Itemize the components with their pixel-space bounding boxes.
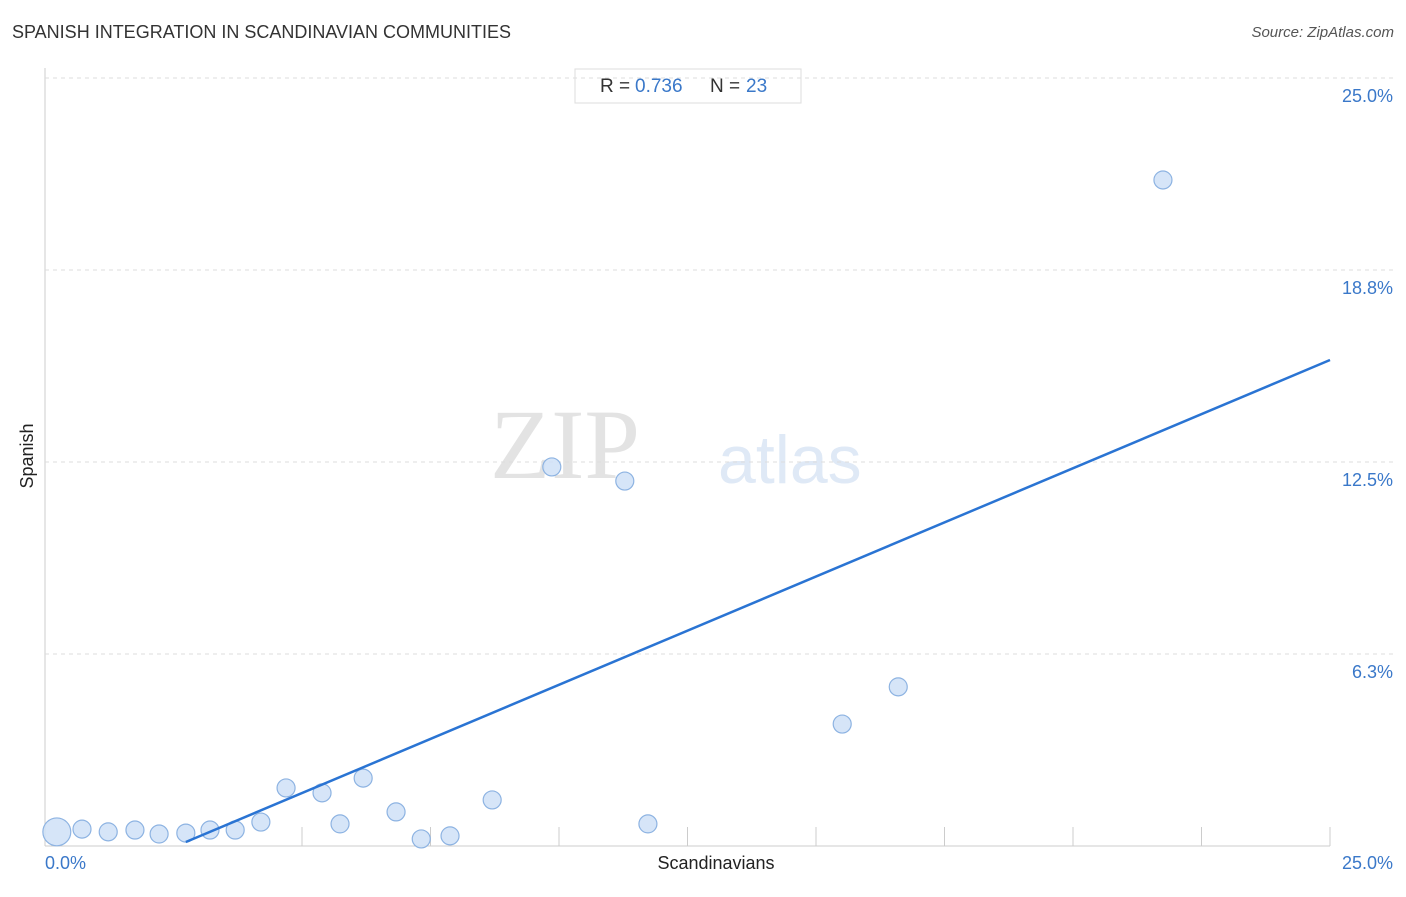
point — [832, 714, 852, 734]
point — [251, 812, 271, 832]
stat-label: R = — [600, 76, 630, 97]
point — [276, 778, 296, 798]
point — [482, 790, 502, 810]
x-axis-label: Scandinavians — [657, 853, 774, 873]
point — [440, 826, 460, 846]
point — [615, 471, 635, 491]
point — [42, 817, 72, 847]
stats-box — [574, 68, 802, 104]
point — [542, 457, 562, 477]
watermark: ZIP — [490, 389, 640, 500]
stat-label: N = — [710, 76, 740, 97]
chart-title: SPANISH INTEGRATION IN SCANDINAVIAN COMM… — [12, 22, 511, 42]
point — [386, 802, 406, 822]
point — [176, 823, 196, 843]
point — [330, 814, 350, 834]
stat-value: 0.736 — [635, 76, 683, 97]
y-tick-label: 6.3% — [1352, 662, 1393, 682]
y-axis-label: Spanish — [17, 423, 37, 488]
point — [149, 824, 169, 844]
x-tick-label: 0.0% — [45, 853, 86, 873]
stat-value: 23 — [746, 76, 767, 97]
point — [353, 768, 373, 788]
point — [888, 677, 908, 697]
trend-line — [185, 358, 1331, 844]
y-tick-label: 25.0% — [1342, 86, 1393, 106]
point — [411, 829, 431, 849]
point — [1153, 170, 1173, 190]
point — [125, 820, 145, 840]
point — [98, 822, 118, 842]
source: Source: ZipAtlas.com — [1251, 24, 1394, 41]
y-tick-label: 18.8% — [1342, 278, 1393, 298]
point — [638, 814, 658, 834]
point — [72, 819, 92, 839]
watermark: atlas — [718, 422, 862, 498]
x-tick-label: 25.0% — [1342, 853, 1393, 873]
y-tick-label: 12.5% — [1342, 470, 1393, 490]
